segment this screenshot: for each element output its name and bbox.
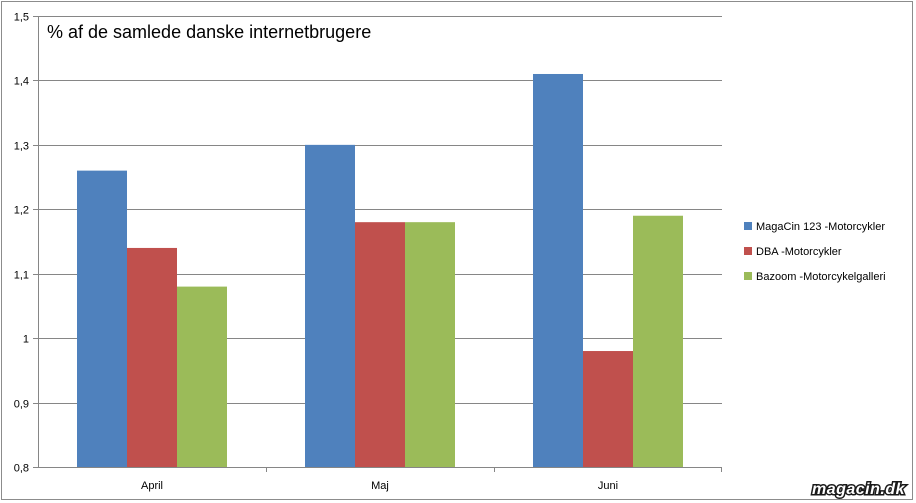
y-tick-label: 1,3: [14, 141, 29, 153]
y-tick-labels: 0,8 0,9 1 1,1 1,2 1,3 1,4 1,5: [14, 12, 29, 475]
y-tick-label: 1,1: [14, 270, 29, 282]
bar-april-series-3: [177, 286, 227, 467]
y-tick-label: 1: [23, 334, 29, 346]
bar-juni-series-2: [583, 351, 633, 467]
watermark: magacin.dk: [812, 481, 906, 498]
y-tick-label: 1,5: [14, 12, 29, 24]
bar-maj-series-2: [355, 222, 405, 467]
legend-swatch: [744, 222, 752, 230]
bar-april-series-2: [127, 247, 177, 467]
bars: [77, 73, 683, 467]
bar-april-series-1: [77, 170, 127, 467]
x-tick-label: April: [141, 480, 163, 492]
legend-swatch: [744, 247, 752, 255]
x-tick-label: Juni: [598, 480, 618, 492]
chart-title: % af de samlede danske internetbrugere: [47, 22, 371, 42]
legend: MagaCin 123 -Motorcykler DBA -Motorcykler…: [744, 221, 886, 283]
legend-label: DBA -Motorcykler: [756, 246, 842, 258]
y-tick-label: 0,8: [14, 463, 29, 475]
legend-label: Bazoom -Motorcykelgalleri: [756, 271, 886, 283]
legend-label: MagaCin 123 -Motorcykler: [756, 221, 885, 233]
y-tick-label: 1,2: [14, 205, 29, 217]
legend-swatch: [744, 272, 752, 280]
bar-juni-series-1: [533, 73, 583, 467]
axes: [38, 16, 722, 472]
bar-juni-series-3: [633, 215, 683, 467]
x-tick-label: Maj: [371, 480, 389, 492]
bar-maj-series-3: [405, 222, 455, 467]
bar-maj-series-1: [305, 144, 355, 467]
y-tick-label: 1,4: [14, 76, 29, 88]
x-tick-labels: April Maj Juni: [141, 480, 618, 492]
y-tick-label: 0,9: [14, 399, 29, 411]
